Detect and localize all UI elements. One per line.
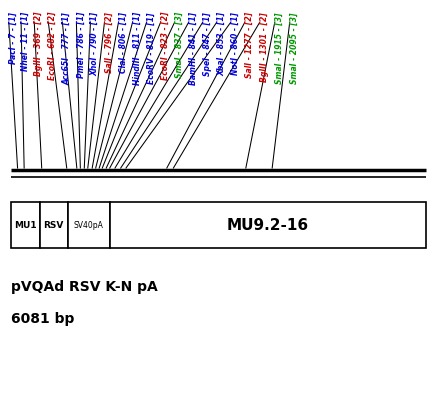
Text: XhoI - 790 - [1]: XhoI - 790 - [1] — [90, 12, 99, 76]
Text: EcoRI - 682 - [2]: EcoRI - 682 - [2] — [48, 12, 57, 80]
Text: HindIII - 811 - [1]: HindIII - 811 - [1] — [132, 12, 141, 85]
Text: SmaI - 2095 - [3]: SmaI - 2095 - [3] — [289, 12, 298, 84]
FancyBboxPatch shape — [68, 202, 110, 248]
Text: XbaI - 853 - [1]: XbaI - 853 - [1] — [216, 12, 226, 76]
Text: BglII - 369 - [2]: BglII - 369 - [2] — [34, 12, 43, 76]
Text: NheI - 11 - [1]: NheI - 11 - [1] — [21, 12, 30, 71]
Text: RSV: RSV — [43, 220, 64, 230]
FancyBboxPatch shape — [39, 202, 68, 248]
FancyBboxPatch shape — [110, 202, 425, 248]
Text: Acc65I - 777 - [1]: Acc65I - 777 - [1] — [62, 12, 71, 85]
Text: EcoRI - 823 - [2]: EcoRI - 823 - [2] — [160, 12, 170, 80]
Text: MU9.2-16: MU9.2-16 — [226, 218, 308, 232]
Text: EcoRV - 819 - [1]: EcoRV - 819 - [1] — [146, 12, 155, 84]
Text: 6081 bp: 6081 bp — [11, 312, 74, 326]
Text: BamHI - 841 - [1]: BamHI - 841 - [1] — [188, 12, 198, 85]
Text: PmeI - 786 - [1]: PmeI - 786 - [1] — [76, 12, 85, 78]
Text: SmaI - 1915 - [3]: SmaI - 1915 - [3] — [274, 12, 283, 84]
Text: BglII - 1301 - [2]: BglII - 1301 - [2] — [259, 12, 268, 82]
Text: PacI - 7 - [1]: PacI - 7 - [1] — [9, 12, 18, 64]
Text: NotI - 860 - [1]: NotI - 860 - [1] — [230, 12, 240, 75]
Text: SalI - 796 - [2]: SalI - 796 - [2] — [104, 12, 113, 73]
Text: SmaI - 837 - [3]: SmaI - 837 - [3] — [174, 12, 184, 78]
Text: pVQAd RSV K-N pA: pVQAd RSV K-N pA — [11, 280, 157, 294]
Text: MU1: MU1 — [14, 220, 36, 230]
Text: SV40pA: SV40pA — [74, 220, 104, 230]
FancyBboxPatch shape — [11, 202, 39, 248]
Text: SpeI - 847 - [1]: SpeI - 847 - [1] — [202, 12, 212, 76]
Text: SalI - 1277 - [2]: SalI - 1277 - [2] — [244, 12, 254, 78]
Text: ClaI - 806 - [1]: ClaI - 806 - [1] — [118, 12, 127, 73]
